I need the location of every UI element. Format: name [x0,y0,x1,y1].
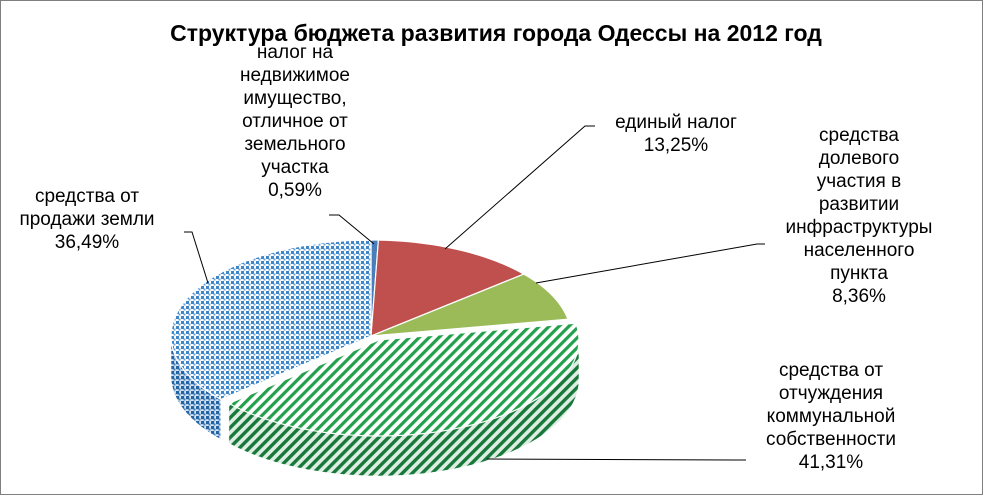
slice-name-line: недвижимое [240,65,350,86]
slice-name-line: единый налог [615,112,737,133]
slice-label-property: налог на недвижимое имущество, отличное от з… [240,42,350,201]
slice-name-line: земельного [244,134,345,155]
slice-value-communal: 41,31% [799,452,864,473]
slice-value-land: 36,49% [55,232,120,253]
slice-name-line: отчуждения [779,383,883,404]
slice-name-line: пункта [830,263,888,284]
leader-lines [184,125,765,461]
slice-name-line: средства от [35,186,139,207]
slice-name-line: инфраструктуры [786,217,933,238]
leader-line-single_tax [444,125,595,250]
leader-line-communal [486,458,746,461]
pie-slice-tops [170,239,580,437]
leader-line-shared [535,243,765,284]
slice-label-shared: средства долевого участия в развитии инфраст… [786,125,933,307]
slice-top-shared [370,273,569,337]
slice-label-communal: средства от отчуждения коммунальной собстве… [766,360,896,473]
slice-name-line: средства [819,125,899,146]
chart-title: Структура бюджета развития города Одессы… [170,20,822,46]
slice-name-line: собственности [766,429,896,450]
slice-top-communal [227,322,580,437]
slice-value-shared: 8,36% [832,286,886,307]
slice-name-line: налог на [257,42,334,63]
slice-top-land [170,239,372,401]
slice-label-single_tax: единый налог 13,25% [615,112,737,156]
slice-name-line: коммунальной [767,406,896,427]
slice-name-line: развитии [819,194,899,215]
slice-name-line: имущество, [243,88,346,109]
slice-labels: налог на недвижимое имущество, отличное от з… [19,42,932,473]
slice-name-line: продажи земли [19,209,154,230]
slice-name-line: населенного [804,240,915,261]
slice-name-line: участка [261,157,329,178]
slice-name-line: отличное от [242,111,348,132]
slice-name-line: участия в [817,171,901,192]
leader-line-land [184,231,209,284]
slice-top-single_tax [370,239,526,337]
slice-name-line: средства от [779,360,883,381]
slice-label-land: средства от продажи земли 36,49% [19,186,154,253]
slice-value-single_tax: 13,25% [644,135,709,156]
slice-name-line: долевого [819,148,899,169]
leader-line-property [329,214,375,245]
slice-value-property: 0,59% [268,180,322,201]
